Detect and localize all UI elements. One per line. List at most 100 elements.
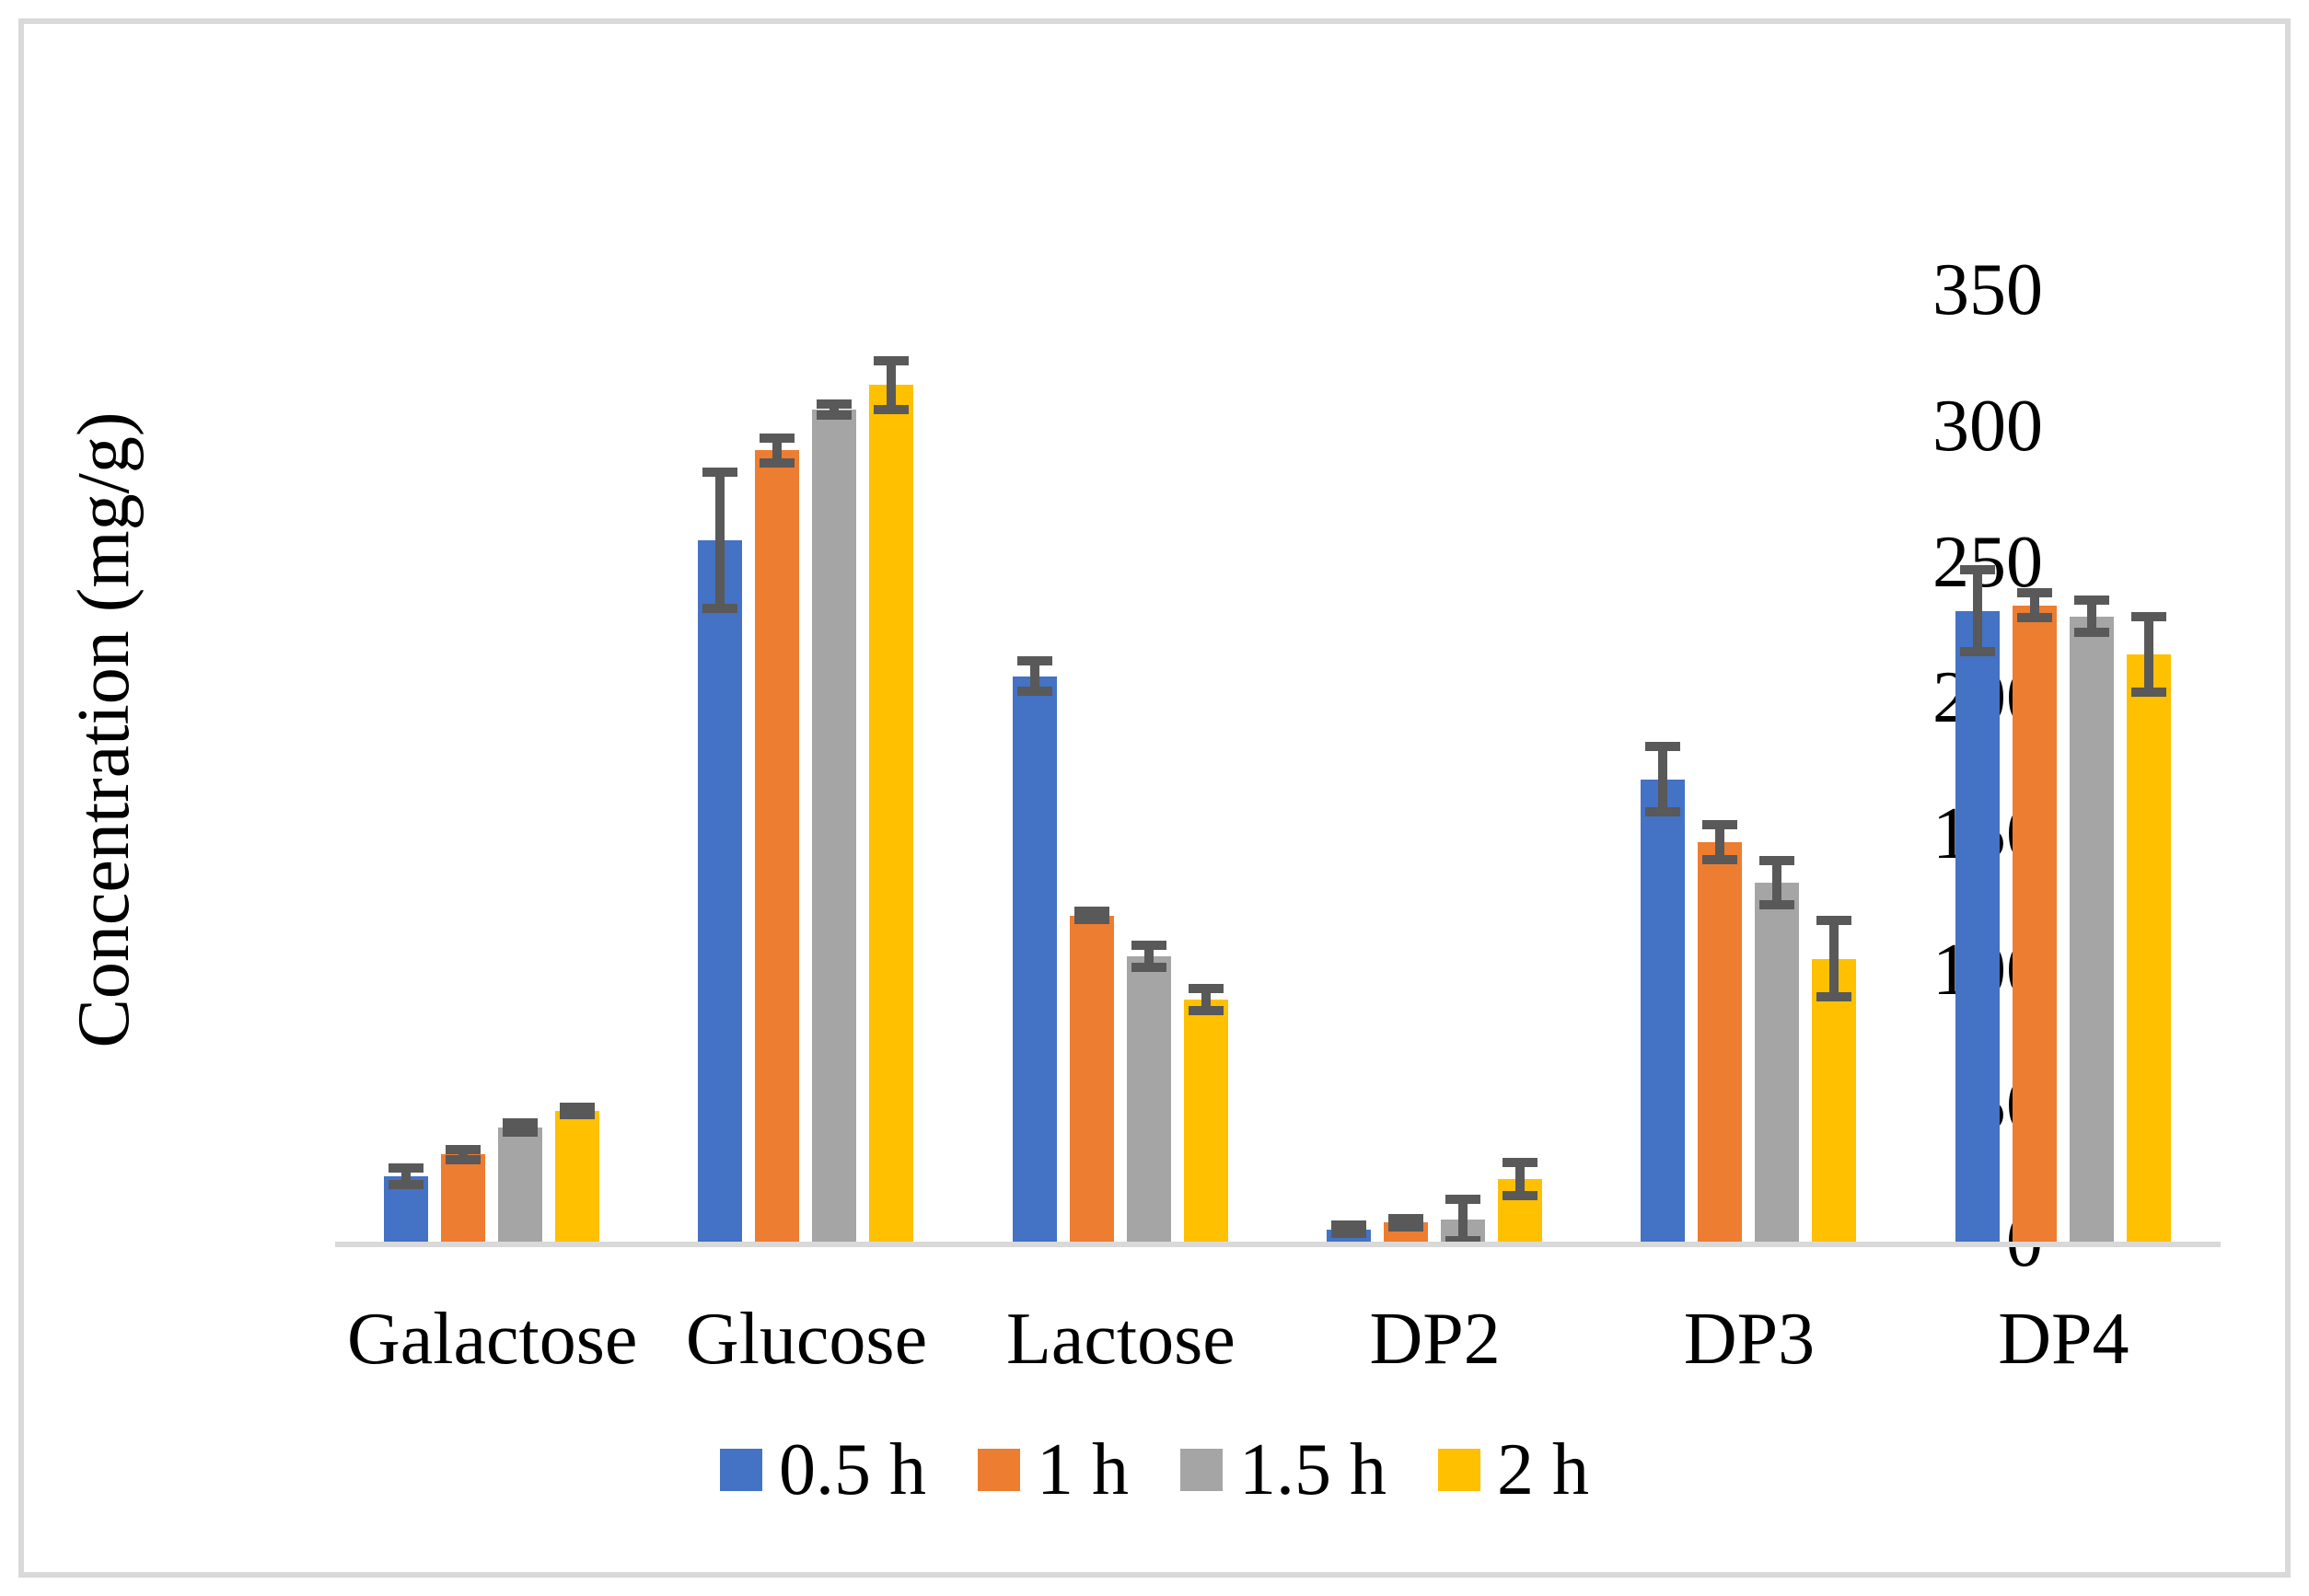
bar-lactose-0.5h <box>1012 676 1057 1242</box>
legend-label: 0.5 h <box>779 1429 926 1510</box>
error-bar-cap <box>760 434 795 444</box>
error-bar-cap <box>1016 686 1052 696</box>
legend-label: 2 h <box>1497 1429 1589 1510</box>
legend-label: 1.5 h <box>1239 1429 1387 1510</box>
error-bar-cap <box>560 1103 595 1113</box>
bar-galactose-1h <box>441 1154 485 1242</box>
error-bar-cap <box>702 468 738 478</box>
legend: 0.5 h 1 h 1.5 h 2 h <box>720 1428 1589 1511</box>
error-bar-cap <box>1816 992 1852 1002</box>
error-bar-stem <box>458 1149 468 1161</box>
error-bar-stem <box>1972 570 1982 652</box>
error-bar-cap <box>1073 907 1109 917</box>
error-bar-cap <box>1388 1213 1423 1223</box>
error-bar-cap <box>1959 565 1995 575</box>
error-bar-cap <box>1188 984 1224 994</box>
figure-border <box>18 18 2291 1578</box>
bar-dp3-0.5h <box>1641 779 1686 1242</box>
error-bar-stem <box>2086 599 2096 633</box>
error-bar-cap <box>560 1110 595 1120</box>
error-bar-stem <box>887 360 897 411</box>
error-bar-stem <box>2143 616 2153 693</box>
error-bar-cap <box>1188 1005 1224 1015</box>
legend-label: 1 h <box>1037 1429 1129 1510</box>
bar-lactose-1.5h <box>1126 955 1171 1242</box>
error-bar-cap <box>1445 1195 1480 1205</box>
error-bar-cap <box>1702 819 1738 829</box>
y-axis-title: Concentration (mg/g) <box>64 411 145 1048</box>
error-bar-cap <box>2016 613 2052 623</box>
error-bar-cap <box>389 1179 424 1189</box>
error-bar-cap <box>446 1144 481 1154</box>
error-bar-stem <box>715 472 725 608</box>
category-label-galactose: Galactose <box>346 1299 638 1380</box>
error-bar-cap <box>1503 1190 1537 1200</box>
error-bar-cap <box>702 603 738 613</box>
error-bar-cap <box>1445 1235 1480 1245</box>
error-bar-stem <box>1029 661 1039 691</box>
category-label-dp3: DP3 <box>1683 1299 1816 1380</box>
x-axis-line <box>335 1242 2221 1247</box>
error-bar-stem <box>2029 593 2039 619</box>
error-bar-stem <box>772 438 783 463</box>
legend-swatch-icon <box>1438 1449 1480 1491</box>
error-bar-cap <box>1816 916 1852 926</box>
error-bar-cap <box>1016 656 1052 666</box>
error-bar-stem <box>1201 989 1211 1011</box>
error-bar-cap <box>1759 856 1795 866</box>
error-bar-stem <box>1829 920 1839 998</box>
error-bar-cap <box>1331 1229 1366 1239</box>
legend-item-2h: 2 h <box>1438 1433 1589 1507</box>
error-bar-cap <box>446 1155 481 1165</box>
error-bar-stem <box>401 1168 411 1185</box>
error-bar-cap <box>503 1117 538 1128</box>
bar-dp3-1h <box>1698 841 1743 1242</box>
error-bar-stem <box>830 404 840 415</box>
bar-glucose-0.5h <box>698 539 743 1242</box>
bar-dp3-2h <box>1812 958 1857 1242</box>
error-bar-cap <box>1503 1158 1537 1168</box>
bar-dp3-1.5h <box>1755 883 1800 1242</box>
error-bar-cap <box>1388 1221 1423 1232</box>
y-tick-label: 350 <box>1932 249 2043 331</box>
legend-swatch-icon <box>720 1449 762 1491</box>
error-bar-cap <box>1645 807 1681 817</box>
error-bar-cap <box>1959 646 1995 656</box>
legend-item-1h: 1 h <box>978 1433 1129 1507</box>
category-label-dp4: DP4 <box>1998 1299 2129 1380</box>
bar-galactose-2h <box>555 1111 599 1242</box>
legend-item-0.5h: 0.5 h <box>720 1433 926 1507</box>
bar-lactose-2h <box>1183 1000 1228 1242</box>
error-bar-cap <box>1702 854 1738 864</box>
bar-dp4-0.5h <box>1955 610 2000 1242</box>
error-bar-cap <box>1073 914 1109 924</box>
y-tick-label: 300 <box>1932 385 2043 467</box>
error-bar-cap <box>2073 595 2109 605</box>
error-bar-cap <box>2130 688 2166 698</box>
bar-dp4-1.5h <box>2069 616 2114 1242</box>
error-bar-cap <box>1131 962 1166 972</box>
error-bar-cap <box>817 410 853 420</box>
bar-dp4-1h <box>2012 605 2057 1242</box>
category-label-lactose: Lactose <box>1005 1299 1236 1380</box>
error-bar-cap <box>1131 941 1166 950</box>
error-bar-stem <box>1143 945 1154 967</box>
bar-glucose-2h <box>869 385 914 1242</box>
error-bar-cap <box>874 405 910 415</box>
error-bar-cap <box>503 1127 538 1137</box>
legend-swatch-icon <box>978 1449 1020 1491</box>
category-label-glucose: Glucose <box>685 1299 928 1380</box>
bar-galactose-1.5h <box>498 1127 542 1242</box>
error-bar-cap <box>2130 611 2166 621</box>
error-bar-cap <box>2073 628 2109 638</box>
bar-glucose-1.5h <box>812 410 857 1242</box>
error-bar-stem <box>516 1122 525 1132</box>
error-bar-cap <box>760 457 795 468</box>
category-label-dp2: DP2 <box>1369 1299 1501 1380</box>
bar-lactose-1h <box>1069 915 1114 1242</box>
error-bar-stem <box>1772 861 1782 905</box>
error-bar-cap <box>389 1163 424 1174</box>
error-bar-cap <box>874 355 910 365</box>
legend-swatch-icon <box>1180 1449 1223 1491</box>
